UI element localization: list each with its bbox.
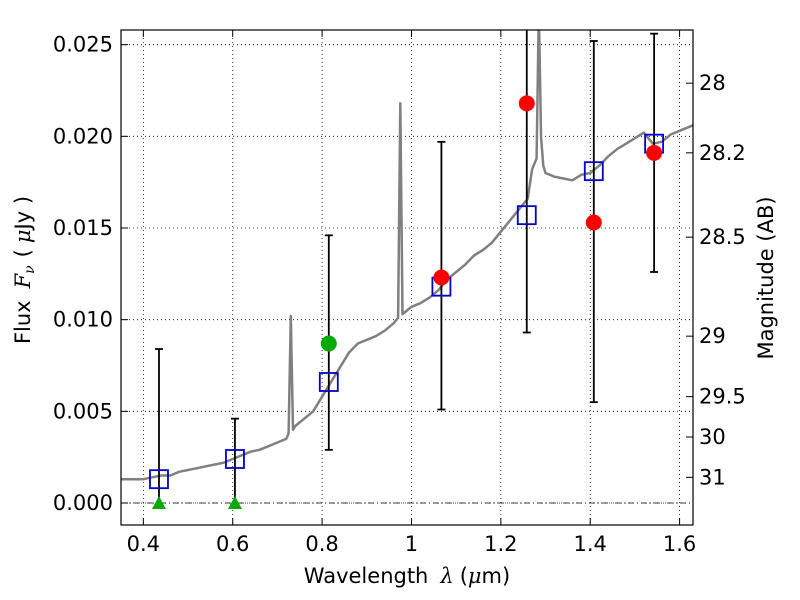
axis-ticks: 0.4 0.6 0.8 1 1.2 1.4 1.6 0.000 0.005 0.010 0.015 0…: [53, 30, 746, 556]
model-photometry-square: [583, 161, 604, 182]
detection-red-circle: [585, 214, 602, 231]
magnitude-tick-label: 28.2: [699, 141, 746, 165]
model-photometry-square: [225, 449, 245, 469]
upper-limit-triangle: [227, 496, 242, 509]
x-tick-label: 1.6: [663, 532, 696, 556]
x-tick-label: 0.8: [305, 532, 338, 556]
x-axis-label: Wavelength λ (μm): [304, 564, 510, 588]
y-axis-label: FluxFν(μJy ): [11, 196, 38, 344]
magnitude-tick-label: 28.5: [699, 225, 746, 249]
y-tick-label: 0.010: [53, 308, 113, 332]
model-photometry-square: [149, 469, 169, 490]
y-tick-label: 0.025: [53, 33, 113, 57]
model-photometry-square: [318, 372, 339, 392]
detection-red-circle: [433, 269, 450, 286]
y-tick-label: 0.005: [53, 399, 113, 423]
data-markers: [149, 95, 665, 509]
model-photometry-square: [516, 205, 537, 226]
magnitude-axis-label: Magnitude (AB): [754, 196, 778, 359]
y-tick-label: 0.015: [53, 216, 113, 240]
detection-red-circle: [646, 144, 663, 161]
magnitude-tick-label: 29: [699, 324, 726, 348]
magnitude-tick-label: 29.5: [699, 385, 746, 409]
error-bar: [522, 30, 531, 334]
x-tick-label: 1.4: [574, 532, 607, 556]
detection-green-circle: [320, 335, 337, 352]
grid-lines: [121, 30, 693, 525]
magnitude-tick-label: 31: [699, 465, 726, 489]
detection-red-circle: [518, 95, 535, 112]
magnitude-tick-label: 30: [699, 425, 726, 449]
y-tick-label: 0.000: [53, 491, 113, 515]
x-tick-label: 0.6: [216, 532, 249, 556]
x-tick-label: 1: [405, 532, 418, 556]
magnitude-tick-label: 28: [699, 71, 726, 95]
upper-limit-triangle: [151, 496, 166, 509]
y-tick-label: 0.020: [53, 124, 113, 148]
plot-frame: [120, 29, 694, 526]
x-tick-label: 1.2: [484, 532, 517, 556]
x-tick-label: 0.4: [127, 532, 160, 556]
